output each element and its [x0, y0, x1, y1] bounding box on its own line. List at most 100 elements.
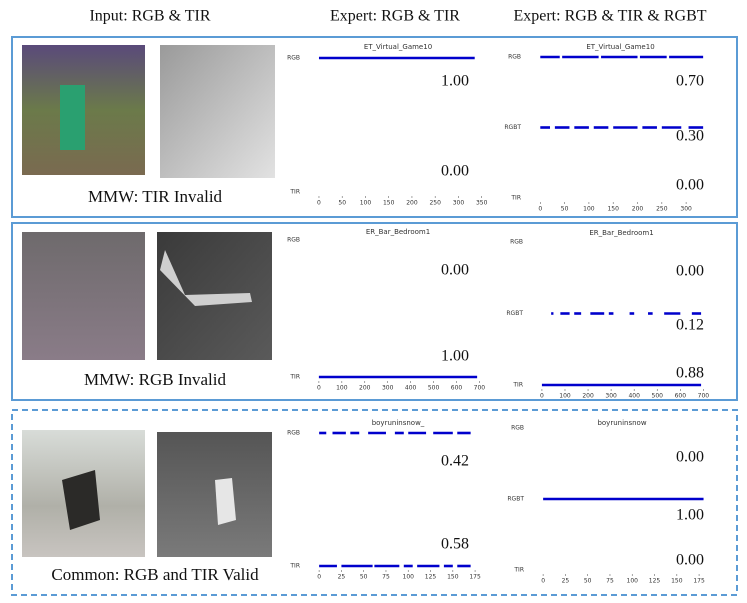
ratio-label: 0.70 — [676, 73, 704, 90]
ratio-label: 0.42 — [441, 453, 469, 470]
x-tick-label: 150 — [447, 574, 459, 581]
x-tick-label: 75 — [606, 578, 614, 585]
x-tick-label: 150 — [671, 578, 683, 585]
panel — [11, 222, 738, 401]
x-tick-label: 125 — [425, 574, 437, 581]
x-tick-label: 100 — [583, 206, 595, 213]
x-tick-label: 100 — [336, 385, 348, 392]
x-tick-label: 25 — [338, 574, 346, 581]
chart-title: ET_Virtual_Game10 — [586, 43, 654, 51]
x-tick-label: 600 — [451, 385, 463, 392]
x-tick-label: 700 — [698, 393, 710, 400]
rgb-image-figure — [62, 470, 100, 530]
y-tick-label: RGB — [287, 430, 300, 437]
ratio-label: 0.00 — [676, 177, 704, 194]
x-tick-label: 25 — [562, 578, 570, 585]
ratio-label: 1.00 — [676, 507, 704, 524]
row-label: Common: RGB and TIR Valid — [51, 565, 259, 584]
column-header: Expert: RGB & TIR — [330, 8, 460, 25]
x-tick-label: 75 — [382, 574, 390, 581]
rgb-image — [22, 232, 145, 360]
chart-title: boyruninsnow — [597, 419, 646, 427]
x-tick-label: 100 — [627, 578, 639, 585]
x-tick-label: 100 — [403, 574, 415, 581]
x-tick-label: 250 — [656, 206, 668, 213]
x-tick-label: 300 — [680, 206, 692, 213]
x-tick-label: 0 — [317, 200, 321, 207]
y-tick-label: TIR — [289, 563, 300, 570]
x-tick-label: 200 — [359, 385, 371, 392]
ratio-label: 0.12 — [676, 317, 704, 334]
x-tick-label: 0 — [541, 578, 545, 585]
x-tick-label: 300 — [453, 200, 465, 207]
x-tick-label: 150 — [383, 200, 395, 207]
x-tick-label: 350 — [476, 200, 488, 207]
ratio-label: 0.58 — [441, 536, 469, 553]
tir-image-figure — [215, 478, 236, 525]
ratio-label: 0.00 — [676, 552, 704, 569]
panel — [11, 409, 738, 596]
tir-image-arm — [160, 250, 252, 306]
x-tick-label: 200 — [582, 393, 594, 400]
y-tick-label: RGB — [508, 54, 521, 61]
ratio-label: 0.00 — [441, 262, 469, 279]
x-tick-label: 200 — [632, 206, 644, 213]
ratio-label: 1.00 — [441, 73, 469, 90]
x-tick-label: 125 — [649, 578, 661, 585]
x-tick-label: 500 — [652, 393, 664, 400]
ratio-label: 0.00 — [676, 449, 704, 466]
chart-title: ER_Bar_Bedroom1 — [589, 229, 653, 237]
column-header: Expert: RGB & TIR & RGBT — [513, 8, 706, 25]
y-tick-label: TIR — [289, 374, 300, 381]
ratio-label: 1.00 — [441, 348, 469, 365]
column-header: Input: RGB & TIR — [89, 8, 210, 25]
x-tick-label: 400 — [405, 385, 417, 392]
x-tick-label: 250 — [429, 200, 441, 207]
ratio-label: 0.88 — [676, 365, 704, 382]
chart-title: ET_Virtual_Game10 — [364, 43, 432, 51]
x-tick-label: 50 — [584, 578, 592, 585]
x-tick-label: 0 — [540, 393, 544, 400]
y-tick-label: RGB — [511, 425, 524, 432]
x-tick-label: 50 — [338, 200, 346, 207]
row-label: MMW: RGB Invalid — [84, 370, 226, 389]
x-tick-label: 400 — [628, 393, 640, 400]
panel — [11, 36, 738, 218]
y-tick-label: TIR — [512, 382, 523, 389]
x-tick-label: 175 — [469, 574, 481, 581]
y-tick-label: RGB — [510, 239, 523, 246]
x-tick-label: 100 — [360, 200, 372, 207]
y-tick-label: RGBT — [507, 496, 524, 503]
x-tick-label: 500 — [428, 385, 440, 392]
x-tick-label: 50 — [561, 206, 569, 213]
x-tick-label: 150 — [607, 206, 619, 213]
chart-title: ER_Bar_Bedroom1 — [366, 228, 430, 236]
x-tick-label: 300 — [382, 385, 394, 392]
y-tick-label: RGBT — [506, 310, 523, 317]
ratio-label: 0.00 — [676, 263, 704, 280]
rgb-image-figure — [60, 85, 85, 150]
y-tick-label: RGB — [287, 237, 300, 244]
x-tick-label: 175 — [693, 578, 705, 585]
row-label: MMW: TIR Invalid — [88, 187, 223, 206]
x-tick-label: 100 — [559, 393, 571, 400]
x-tick-label: 200 — [406, 200, 418, 207]
tir-image — [157, 432, 272, 557]
x-tick-label: 50 — [360, 574, 368, 581]
chart-title: boyruninsnow_ — [372, 419, 425, 427]
y-tick-label: TIR — [289, 189, 300, 196]
x-tick-label: 700 — [474, 385, 486, 392]
y-tick-label: RGBT — [504, 124, 521, 131]
y-tick-label: TIR — [513, 567, 524, 574]
ratio-label: 0.00 — [441, 163, 469, 180]
x-tick-label: 0 — [317, 385, 321, 392]
tir-image — [160, 45, 275, 178]
y-tick-label: RGB — [287, 55, 300, 62]
x-tick-label: 0 — [538, 206, 542, 213]
x-tick-label: 0 — [317, 574, 321, 581]
x-tick-label: 300 — [605, 393, 617, 400]
y-tick-label: TIR — [510, 195, 521, 202]
ratio-label: 0.30 — [676, 128, 704, 145]
x-tick-label: 600 — [675, 393, 687, 400]
